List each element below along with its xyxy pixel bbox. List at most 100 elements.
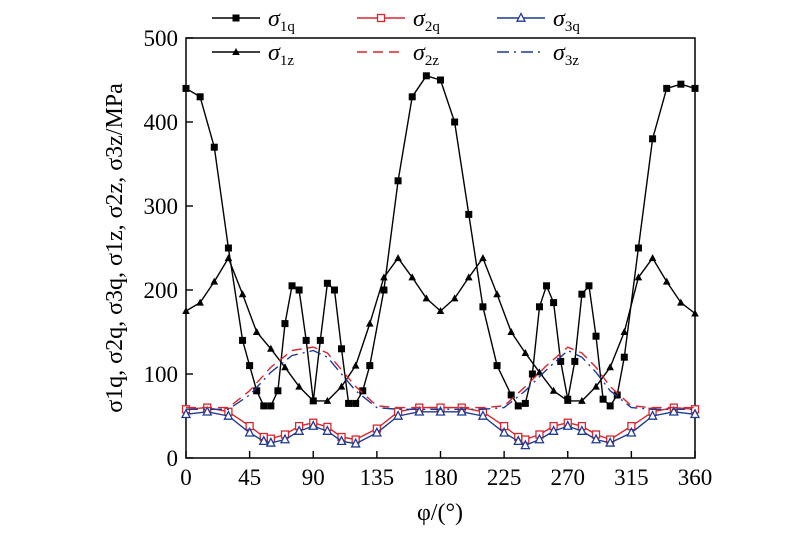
data-point [267,402,275,410]
data-point [408,273,417,281]
x-tick-label: 45 [238,465,261,490]
data-point [210,143,218,151]
data-point [202,405,213,416]
series-0 [182,72,699,410]
data-point [182,307,190,314]
data-point [578,396,586,404]
data-point [267,344,275,352]
data-point [548,425,559,435]
data-point [288,282,296,290]
y-tick-label: 500 [144,26,179,51]
data-point [274,387,282,395]
data-point [677,80,685,88]
data-point [634,244,642,252]
data-point [599,395,607,403]
series-line [185,257,696,402]
data-point [590,433,602,444]
data-point [456,405,467,416]
legend-marker [515,12,527,22]
data-point [210,277,219,285]
series-layer [180,72,701,450]
data-point [649,135,657,143]
data-point [514,402,522,410]
series-line [186,349,695,410]
data-point [634,273,643,281]
data-point [605,436,616,447]
data-point [366,319,374,327]
data-point [422,72,430,80]
data-point [493,290,501,298]
x-tick-label: 135 [360,465,395,490]
data-point [648,254,657,262]
data-point [477,410,488,420]
data-point [436,307,445,314]
data-point [668,405,679,416]
data-point [394,177,402,185]
data-point [309,396,318,404]
series-line [185,75,696,407]
data-point [223,410,234,420]
data-point [359,387,367,395]
data-point [366,362,374,370]
data-point [393,410,404,420]
data-point [244,426,255,437]
data-point [258,435,269,446]
data-point [562,420,573,430]
data-point [620,328,629,335]
legend-item: σ3q [497,6,580,35]
data-point [606,402,614,410]
legend-marker [232,48,240,55]
legend-label: σ1z [268,40,294,69]
data-point [323,396,332,404]
data-point [521,399,529,407]
data-point [535,303,543,311]
x-axis-title: φ/(°) [417,500,463,526]
data-point [414,405,425,416]
data-point [647,410,658,420]
legend: σ1q σ2q σ3q σ1z σ2z σ3z [212,6,580,69]
legend-item: σ2q [357,6,440,35]
data-point [691,309,699,317]
data-point [352,399,360,407]
data-point [592,382,600,390]
data-point [535,368,544,376]
data-point [323,279,331,287]
data-point [689,408,701,419]
y-tick-label: 100 [144,362,179,387]
data-point [302,336,310,344]
data-point [464,273,473,281]
data-point [380,273,388,281]
data-point [281,320,289,328]
y-tick-label: 200 [144,278,179,303]
data-point [350,437,361,448]
data-point [557,357,565,365]
data-point [493,362,501,370]
data-point [663,84,671,92]
data-point [351,361,360,369]
legend-marker [232,14,240,22]
data-point [294,425,305,435]
data-point [620,353,628,361]
legend-label: σ3q [553,6,580,35]
data-point [521,349,530,356]
legend-marker [376,13,386,23]
data-point [613,391,621,399]
series-line [186,346,695,409]
legend-item: σ1z [212,40,294,69]
data-point [180,408,192,419]
data-point [606,363,614,371]
y-tick-label: 300 [144,194,179,219]
data-point [246,362,254,370]
ticks: 0 45 90 135 180 225 270 315 360 0 100 200 300 400 500 [144,26,713,490]
y-tick-label: 0 [167,446,179,471]
data-point [380,286,388,294]
y-tick-label: 400 [144,110,179,135]
data-point [394,254,402,262]
data-point [691,84,699,92]
x-tick-label: 315 [614,465,649,490]
data-point [435,405,446,416]
data-point [549,386,558,394]
data-point [182,84,190,92]
series-5 [186,349,695,410]
